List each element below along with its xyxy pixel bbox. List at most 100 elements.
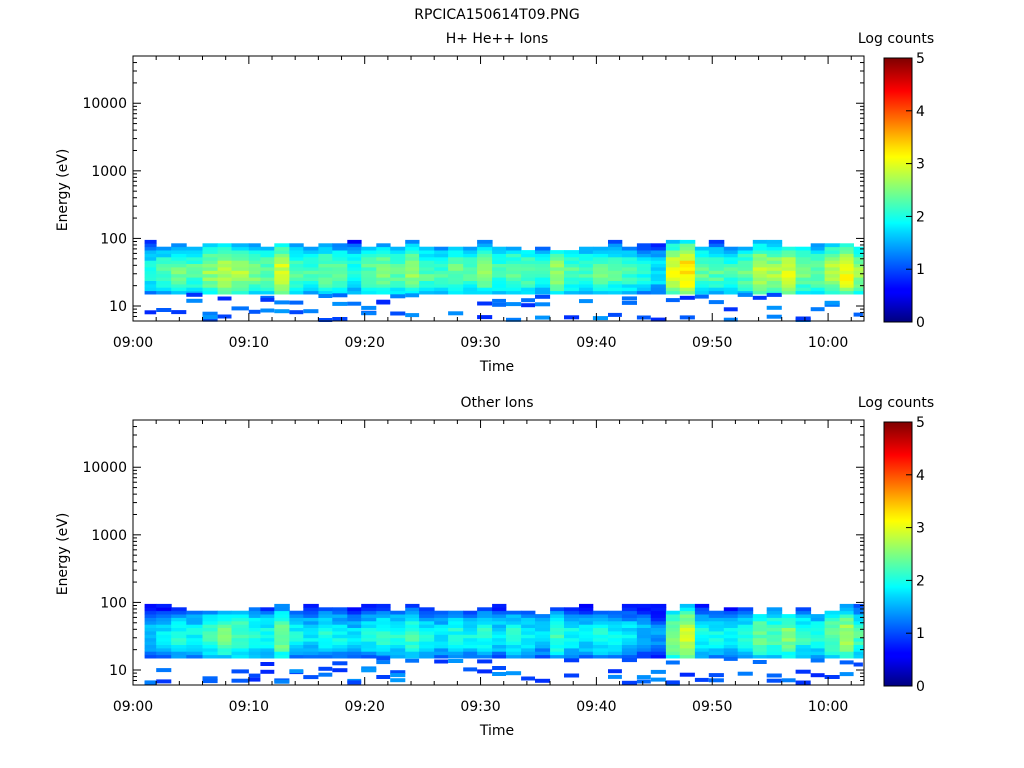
heatmap-cell xyxy=(260,647,275,652)
heatmap-cell xyxy=(303,253,319,258)
heatmap-cell xyxy=(390,270,406,275)
heatmap-cell xyxy=(694,654,710,659)
heatmap-cell xyxy=(781,246,796,251)
heatmap-cell xyxy=(347,270,362,275)
heatmap-cell xyxy=(448,654,464,659)
heatmap-cell xyxy=(592,270,609,275)
heatmap-cell xyxy=(171,277,187,281)
heatmap-cell xyxy=(608,260,623,264)
heatmap-cell xyxy=(477,243,493,248)
heatmap-cell xyxy=(217,620,232,625)
heatmap-cell xyxy=(708,290,725,295)
heatmap-cell xyxy=(156,607,172,612)
heatmap-cell xyxy=(737,270,754,275)
heatmap-cell xyxy=(564,260,580,264)
heatmap-cell xyxy=(564,280,580,285)
heatmap-cell xyxy=(752,250,768,254)
heatmap-cell xyxy=(144,647,157,652)
heatmap-cell xyxy=(650,637,667,642)
heatmap-cell xyxy=(260,610,275,615)
heatmap-cell xyxy=(448,617,464,622)
heatmap-cell xyxy=(608,644,623,649)
heatmap-cell xyxy=(723,620,739,625)
heatmap-cell xyxy=(274,624,290,628)
heatmap-cell xyxy=(448,627,464,632)
heatmap-cell xyxy=(492,607,507,612)
heatmap-cell xyxy=(332,263,348,268)
heatmap-cell xyxy=(608,277,623,281)
heatmap-cell xyxy=(535,644,551,649)
heatmap-cell xyxy=(608,614,623,618)
heatmap-cell xyxy=(332,280,348,285)
heatmap-cell xyxy=(318,250,333,254)
heatmap-cell xyxy=(448,634,464,639)
panel-h-he-ions: H+ He++ Ions 09:00 09:10 09:20 09:30 09:40 09… xyxy=(55,31,934,375)
heatmap-cell xyxy=(506,647,522,652)
heatmap-cell xyxy=(737,246,754,251)
heatmap-cell xyxy=(621,250,638,254)
heatmap-cell xyxy=(579,651,594,656)
heatmap-cell xyxy=(463,267,478,271)
heatmap-cell xyxy=(592,644,609,649)
heatmap-cell xyxy=(636,627,652,632)
heatmap-cell xyxy=(708,620,725,625)
heatmap-cell xyxy=(274,651,290,656)
heatmap-cell xyxy=(521,256,536,261)
heatmap-cell xyxy=(723,283,739,288)
heatmap-cell xyxy=(289,610,304,615)
heatmap-cell xyxy=(737,283,754,288)
heatmap-cell xyxy=(723,290,739,295)
heatmap-cell xyxy=(824,250,841,254)
heatmap-cell xyxy=(361,603,377,608)
heatmap-cell xyxy=(608,669,622,674)
heatmap-cell xyxy=(564,617,580,622)
heatmap-cell xyxy=(477,283,493,288)
heatmap-cell xyxy=(419,641,435,645)
heatmap-cell xyxy=(231,260,250,264)
heatmap-cell xyxy=(795,253,812,258)
heatmap-cell xyxy=(144,280,157,285)
heatmap-cell xyxy=(795,637,812,642)
heatmap-cell xyxy=(592,610,609,615)
heatmap-cell xyxy=(665,634,681,639)
heatmap-cell xyxy=(434,624,449,628)
heatmap-cell xyxy=(248,270,261,275)
heatmap-cell xyxy=(694,263,710,268)
heatmap-cell xyxy=(564,614,580,618)
heatmap-cell xyxy=(419,253,435,258)
heatmap-cell xyxy=(231,267,250,271)
heatmap-cell xyxy=(144,263,157,268)
heatmap-cell xyxy=(535,617,551,622)
heatmap-cell xyxy=(231,617,250,622)
heatmap-cell xyxy=(434,246,449,251)
heatmap-cell xyxy=(289,267,304,271)
heatmap-cell xyxy=(390,256,406,261)
x-tick-label: 09:00 xyxy=(113,699,153,715)
heatmap-cell xyxy=(477,641,493,645)
heatmap-cell xyxy=(636,617,652,622)
heatmap-cell xyxy=(535,253,551,258)
heatmap-cell xyxy=(781,637,796,642)
heatmap-cell xyxy=(332,624,348,628)
heatmap-cell xyxy=(853,267,864,271)
heatmap-cell xyxy=(723,270,739,275)
heatmap-cell xyxy=(434,641,449,645)
heatmap-cell xyxy=(202,243,218,248)
heatmap-cell xyxy=(492,256,507,261)
heatmap-cell xyxy=(248,246,261,251)
heatmap-cell xyxy=(274,287,290,292)
heatmap-cell xyxy=(708,637,725,642)
heatmap-cell xyxy=(608,256,623,261)
heatmap-cell xyxy=(752,263,768,268)
heatmap-cell xyxy=(810,273,825,278)
heatmap-cell xyxy=(723,631,739,635)
heatmap-cell xyxy=(361,287,377,292)
heatmap-cell xyxy=(202,256,218,261)
heatmap-cell xyxy=(318,610,333,615)
heatmap-cell xyxy=(390,651,406,656)
heatmap-cell xyxy=(839,290,854,295)
heatmap-cell xyxy=(289,300,304,305)
heatmap-cell xyxy=(448,246,464,251)
heatmap-cell xyxy=(723,644,739,649)
heatmap-cell xyxy=(318,627,333,632)
